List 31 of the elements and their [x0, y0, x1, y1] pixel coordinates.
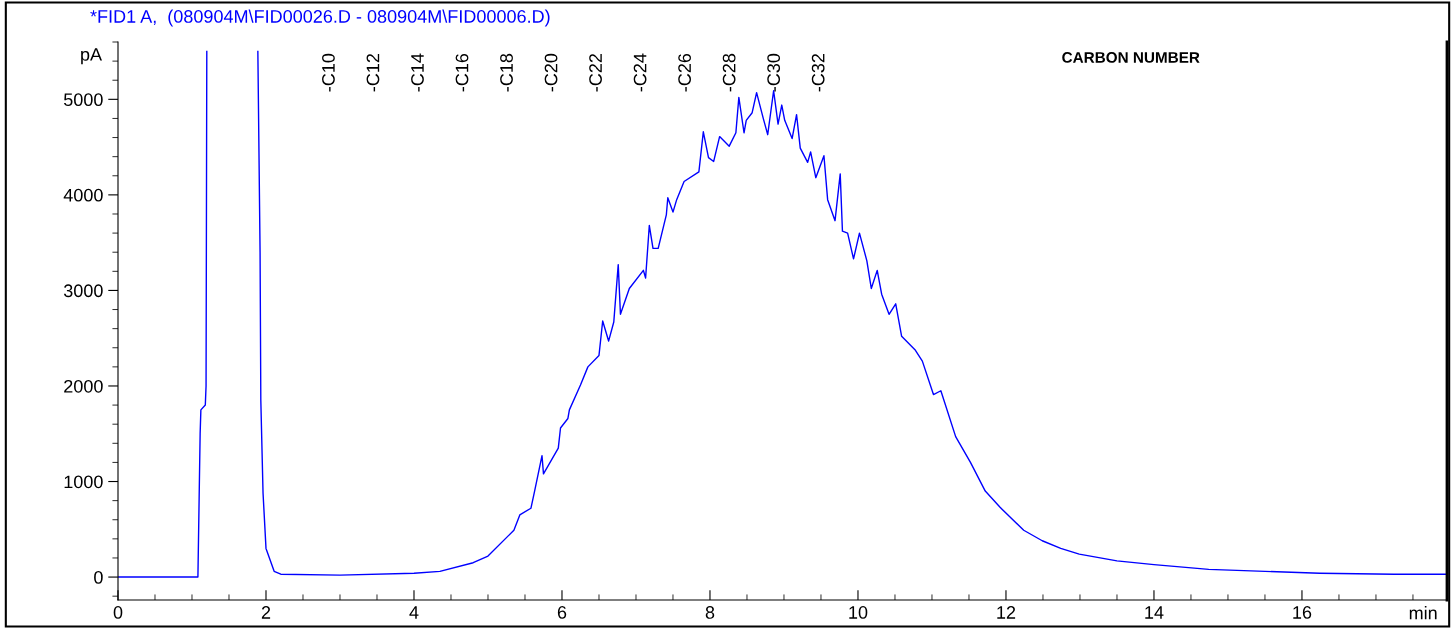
annotation: -C26	[678, 53, 691, 92]
x-tick-label: 14	[1145, 606, 1164, 619]
y-tick-label: 5000	[63, 93, 103, 107]
x-tick-label: 12	[997, 606, 1016, 619]
chart-title: *FID1 A, (080904M\FID00026.D - 080904M\FID00006.D)	[90, 9, 550, 27]
annotation: -C24	[633, 53, 647, 92]
x-tick-label: 0	[113, 606, 123, 619]
annotation: -C10	[322, 53, 335, 92]
annotation: -C30	[767, 53, 781, 92]
x-tick-label: 2	[261, 606, 271, 619]
annotation: CARBON NUMBER	[1062, 52, 1200, 63]
x-tick-label: 6	[557, 606, 567, 619]
y-axis-title: pA	[81, 48, 103, 65]
annotation: -C16	[455, 53, 469, 92]
y-tick-label: 3000	[63, 284, 103, 298]
annotation: -C22	[589, 53, 602, 92]
annotation: -C12	[366, 53, 380, 92]
y-tick-label: 1000	[64, 475, 103, 489]
y-tick-label: 4000	[63, 188, 103, 202]
annotation: -C32	[811, 53, 825, 92]
y-tick-label: 0	[94, 571, 103, 584]
x-tick-label: 4	[409, 606, 419, 619]
x-axis-title: min	[1409, 606, 1437, 620]
x-tick-label: 8	[705, 606, 715, 619]
y-tick-label: 2000	[64, 379, 103, 393]
x-tick-label: 10	[849, 606, 868, 619]
annotation: -C20	[544, 53, 558, 92]
annotation: -C14	[411, 53, 424, 92]
annotation: -C18	[500, 53, 513, 92]
x-tick-label: 16	[1293, 606, 1312, 619]
annotation: -C28	[722, 53, 736, 92]
